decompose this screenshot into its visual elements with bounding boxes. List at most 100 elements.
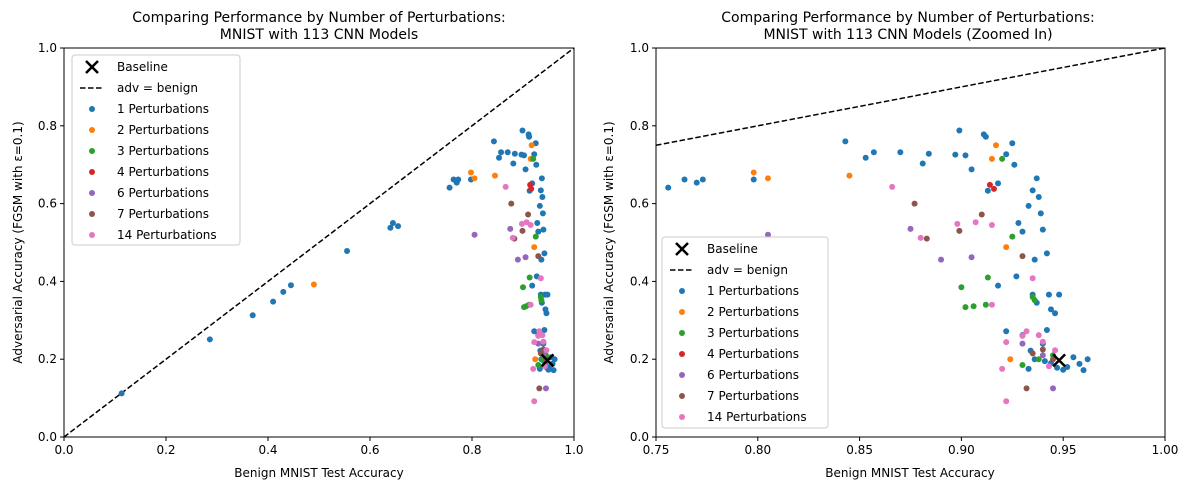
point-1-perturbations	[1056, 291, 1063, 298]
y-tick-label: 0.0	[38, 430, 57, 444]
point-3-perturbations	[1019, 362, 1026, 369]
legend-label: 4 Perturbations	[117, 165, 209, 179]
point-1-perturbations	[870, 149, 877, 156]
point-1-perturbations	[498, 149, 505, 156]
point-1-perturbations	[504, 149, 511, 156]
point-1-perturbations	[925, 150, 932, 157]
y-tick-label: 0.6	[38, 197, 57, 211]
legend-label: 7 Perturbations	[707, 389, 799, 403]
point-14-perturbations	[530, 365, 537, 372]
point-14-perturbations	[889, 183, 896, 190]
chart-left-x-ticks: 0.0 0.2 0.4 0.6 0.8 1.0	[54, 437, 584, 457]
chart-left-y-axis-label: Adversarial Accuracy (FGSM with ε=0.1)	[11, 121, 25, 363]
point-2-perturbations	[310, 281, 317, 288]
legend-label: 3 Perturbations	[117, 144, 209, 158]
x-tick-label: 1.0	[564, 443, 583, 457]
legend-dot-icon	[679, 414, 685, 420]
point-6-perturbations	[507, 225, 514, 232]
point-1-perturbations	[519, 127, 526, 134]
point-1-perturbations	[962, 152, 969, 159]
chart-right-x-ticks: 0.75 0.80 0.85 0.90 0.95 1.00	[643, 437, 1179, 457]
legend-label: 2 Perturbations	[117, 123, 209, 137]
legend-7-perturbations: 7 Perturbations	[679, 389, 799, 403]
point-3-perturbations	[1009, 233, 1016, 240]
point-14-perturbations	[509, 234, 516, 241]
legend-dot-icon	[89, 211, 95, 217]
point-1-perturbations	[537, 187, 544, 194]
legend-dot-icon	[679, 372, 685, 378]
point-7-perturbations	[978, 211, 985, 218]
point-7-perturbations	[956, 227, 963, 234]
point-2-perturbations	[467, 169, 474, 176]
point-14-perturbations	[531, 339, 538, 346]
point-7-perturbations	[923, 235, 930, 242]
point-1-perturbations	[496, 154, 503, 161]
chart-right-y-ticks: 0.0 0.2 0.4 0.6 0.8 1.0	[630, 41, 656, 444]
point-3-perturbations	[530, 155, 537, 162]
chart-left-x-axis-label: Benign MNIST Test Accuracy	[234, 466, 403, 480]
point-3-perturbations	[520, 284, 526, 291]
point-1-perturbations	[1043, 250, 1050, 257]
point-14-perturbations	[1003, 339, 1010, 346]
point-1-perturbations	[1054, 364, 1061, 371]
baseline-marker	[1052, 353, 1067, 368]
legend-6-perturbations: 6 Perturbations	[679, 368, 799, 382]
point-14-perturbations	[1019, 332, 1026, 339]
point-1-perturbations	[533, 161, 540, 168]
point-14-perturbations	[1029, 275, 1036, 282]
legend-label: 1 Perturbations	[117, 102, 209, 116]
point-7-perturbations	[1019, 253, 1026, 260]
point-2-perturbations	[1007, 356, 1014, 363]
x-tick-label: 1.00	[1152, 443, 1179, 457]
legend-dot-icon	[89, 148, 95, 154]
chart-right-reference-line	[656, 48, 1165, 146]
x-tick-label: 0.75	[643, 443, 670, 457]
legend-2-perturbations: 2 Perturbations	[679, 305, 799, 319]
point-1-perturbations	[511, 150, 518, 157]
point-1-perturbations	[531, 151, 538, 158]
point-1-perturbations	[344, 248, 351, 255]
point-1-perturbations	[490, 138, 497, 145]
point-1-perturbations	[693, 179, 700, 186]
point-6-perturbations	[471, 231, 478, 238]
legend-dot-icon	[89, 106, 95, 112]
point-3-perturbations	[970, 303, 977, 310]
chart-right-y-axis-label: Adversarial Accuracy (FGSM with ε=0.1)	[602, 121, 616, 363]
point-1-perturbations	[521, 152, 528, 159]
chart-right-points	[665, 127, 1091, 405]
point-1-perturbations	[1070, 354, 1077, 361]
x-tick-label: 0.6	[360, 443, 379, 457]
point-1-perturbations	[1033, 175, 1040, 182]
point-1-perturbations	[387, 224, 394, 231]
point-1-perturbations	[1039, 226, 1046, 233]
point-1-perturbations	[995, 282, 1002, 289]
legend-7-perturbations: 7 Perturbations	[89, 207, 209, 221]
legend-dot-icon	[679, 330, 685, 336]
point-4-perturbations	[528, 185, 535, 192]
legend-frame	[71, 54, 241, 246]
legend-dot-icon	[89, 169, 95, 175]
chart-left-plot-frame	[63, 47, 575, 438]
point-3-perturbations	[535, 362, 542, 369]
x-tick-label: 0.80	[744, 443, 771, 457]
legend-label: 2 Perturbations	[707, 305, 799, 319]
point-3-perturbations	[1031, 297, 1038, 304]
legend-label: 6 Perturbations	[117, 186, 209, 200]
legend-6-perturbations: 6 Perturbations	[89, 186, 209, 200]
legend-dot-icon	[679, 351, 685, 357]
point-1-perturbations	[118, 390, 125, 397]
point-14-perturbations	[1045, 363, 1052, 370]
point-7-perturbations	[525, 211, 532, 218]
point-1-perturbations	[1019, 228, 1026, 235]
legend-dot-icon	[89, 232, 95, 238]
point-1-perturbations	[455, 176, 462, 183]
chart-right-title-line2: MNIST with 113 CNN Models (Zoomed In)	[763, 27, 1052, 43]
point-1-perturbations	[534, 220, 541, 227]
point-6-perturbations	[1019, 340, 1026, 347]
point-14-perturbations	[527, 221, 534, 228]
point-2-perturbations	[491, 172, 498, 179]
legend-label: adv = benign	[117, 81, 198, 95]
point-1-perturbations	[389, 220, 396, 227]
chart-right-plot-frame	[655, 47, 1166, 438]
point-7-perturbations	[1039, 346, 1046, 353]
